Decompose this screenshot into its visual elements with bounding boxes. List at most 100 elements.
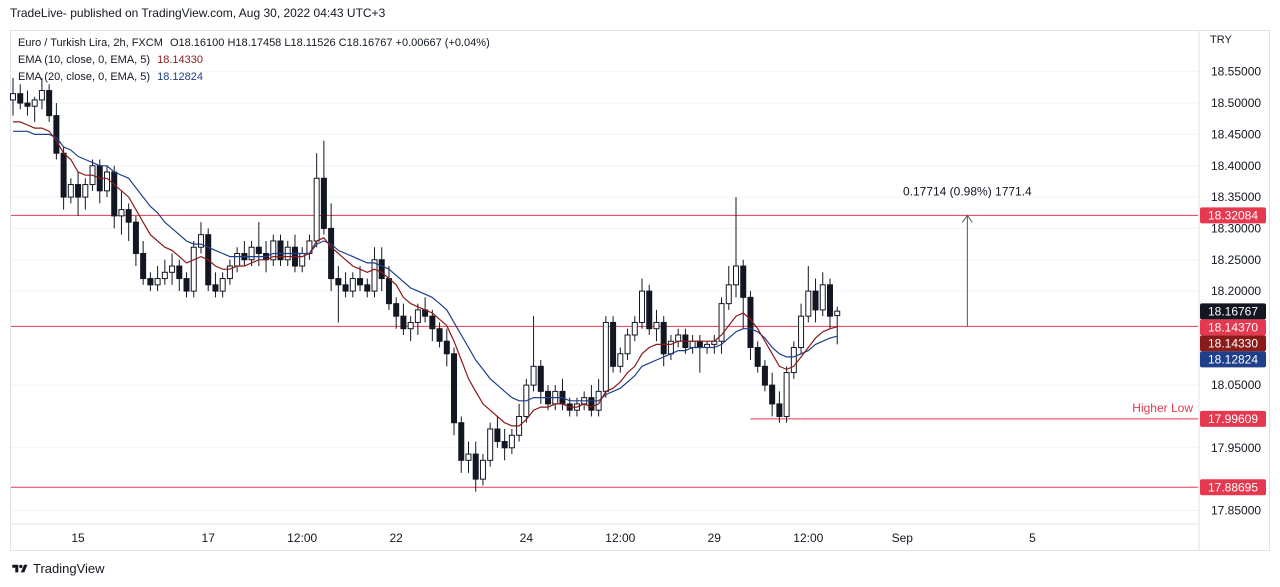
candle-body[interactable] bbox=[530, 365, 537, 386]
time-tick-label[interactable]: 15 bbox=[71, 531, 85, 545]
candle-body[interactable] bbox=[812, 290, 819, 311]
price-tag[interactable] bbox=[1200, 335, 1266, 352]
candle-body[interactable] bbox=[357, 278, 364, 286]
time-tick-label[interactable]: 12:00 bbox=[605, 531, 635, 545]
currency-label[interactable]: TRY bbox=[1210, 34, 1232, 46]
price-tag[interactable] bbox=[1200, 303, 1266, 320]
candle-body[interactable] bbox=[508, 434, 515, 449]
candle-body[interactable] bbox=[234, 252, 241, 267]
candle-body[interactable] bbox=[443, 340, 450, 355]
candle-body[interactable] bbox=[610, 321, 617, 367]
candle-body[interactable] bbox=[805, 290, 812, 317]
candle-body[interactable] bbox=[733, 265, 739, 286]
time-tick-label[interactable]: 29 bbox=[708, 531, 722, 545]
candle-body[interactable] bbox=[696, 340, 703, 349]
candle-body[interactable] bbox=[183, 278, 190, 292]
candle-body[interactable] bbox=[75, 184, 82, 198]
candle-body[interactable] bbox=[24, 102, 31, 107]
candle-body[interactable] bbox=[465, 453, 472, 461]
candle-body[interactable] bbox=[494, 428, 501, 443]
time-tick-label[interactable]: 24 bbox=[520, 531, 534, 545]
candle-body[interactable] bbox=[17, 93, 24, 104]
legend-ema20-row[interactable]: EMA (20, close, 0, EMA, 5) 18.12824 bbox=[18, 69, 490, 86]
candle-body[interactable] bbox=[660, 321, 667, 355]
time-tick-label[interactable]: 5 bbox=[1029, 531, 1036, 545]
candle-body[interactable] bbox=[378, 259, 385, 280]
candle-body[interactable] bbox=[393, 303, 400, 317]
candle-body[interactable] bbox=[364, 284, 371, 292]
time-tick-label[interactable]: 12:00 bbox=[793, 531, 823, 545]
candle-body[interactable] bbox=[639, 290, 646, 323]
candle-body[interactable] bbox=[371, 259, 378, 292]
candle-body[interactable] bbox=[31, 99, 38, 107]
candle-body[interactable] bbox=[320, 177, 327, 229]
candle-body[interactable] bbox=[38, 90, 45, 101]
candle-body[interactable] bbox=[349, 278, 356, 292]
candle-body[interactable] bbox=[161, 271, 168, 280]
candle-body[interactable] bbox=[400, 315, 407, 330]
candle-body[interactable] bbox=[277, 240, 284, 261]
candle-body[interactable] bbox=[754, 347, 761, 367]
candle-body[interactable] bbox=[769, 384, 776, 405]
price-tag[interactable] bbox=[1200, 319, 1266, 336]
symbol-name[interactable]: Euro / Turkish Lira, 2h, FXCM bbox=[18, 37, 163, 49]
candle-body[interactable] bbox=[451, 353, 458, 424]
ema20-line[interactable] bbox=[13, 130, 838, 402]
candle-body[interactable] bbox=[501, 441, 508, 449]
candle-body[interactable] bbox=[67, 184, 74, 198]
candle-body[interactable] bbox=[487, 428, 494, 461]
price-tag[interactable] bbox=[1200, 207, 1266, 224]
candle-body[interactable] bbox=[140, 252, 147, 280]
candle-body[interactable] bbox=[689, 340, 696, 349]
candle-body[interactable] bbox=[631, 321, 638, 336]
legend-ema10-row[interactable]: EMA (10, close, 0, EMA, 5) 18.14330 bbox=[18, 52, 490, 69]
candle-body[interactable] bbox=[624, 334, 631, 355]
candle-body[interactable] bbox=[342, 284, 349, 292]
time-tick-label[interactable]: 12:00 bbox=[287, 531, 317, 545]
candle-body[interactable] bbox=[255, 246, 262, 254]
candle-body[interactable] bbox=[385, 278, 392, 305]
time-tick-label[interactable]: Sep bbox=[892, 531, 914, 545]
candle-body[interactable] bbox=[60, 152, 67, 198]
candle-body[interactable] bbox=[328, 227, 335, 280]
candle-body[interactable] bbox=[675, 334, 682, 342]
price-tag[interactable] bbox=[1200, 351, 1266, 368]
candle-body[interactable] bbox=[588, 397, 595, 411]
candle-body[interactable] bbox=[147, 278, 154, 286]
candle-body[interactable] bbox=[270, 240, 277, 261]
candle-body[interactable] bbox=[429, 315, 436, 330]
time-tick-label[interactable]: 17 bbox=[202, 531, 216, 545]
candle-body[interactable] bbox=[248, 246, 255, 261]
price-tag[interactable] bbox=[1200, 479, 1266, 496]
candle-body[interactable] bbox=[313, 177, 320, 242]
candle-body[interactable] bbox=[132, 221, 139, 254]
candle-body[interactable] bbox=[176, 265, 183, 280]
candle-body[interactable] bbox=[725, 284, 732, 305]
candle-body[interactable] bbox=[826, 284, 833, 317]
candle-body[interactable] bbox=[718, 303, 725, 342]
candle-body[interactable] bbox=[82, 184, 89, 198]
candle-body[interactable] bbox=[10, 93, 16, 101]
candle-body[interactable] bbox=[414, 309, 421, 323]
candle-body[interactable] bbox=[407, 321, 414, 330]
candle-body[interactable] bbox=[190, 246, 197, 292]
candle-body[interactable] bbox=[212, 284, 219, 292]
candle-body[interactable] bbox=[537, 365, 544, 392]
candle-body[interactable] bbox=[197, 234, 204, 248]
candle-body[interactable] bbox=[761, 365, 768, 386]
candle-body[interactable] bbox=[169, 265, 176, 273]
footer-brand[interactable]: TradingView bbox=[12, 561, 105, 576]
candle-body[interactable] bbox=[458, 422, 465, 461]
candle-body[interactable] bbox=[154, 278, 161, 286]
candle-body[interactable] bbox=[798, 315, 805, 349]
candle-body[interactable] bbox=[472, 453, 479, 480]
price-tag[interactable] bbox=[1200, 410, 1266, 427]
candle-body[interactable] bbox=[783, 372, 790, 417]
candle-body[interactable] bbox=[226, 265, 233, 280]
candle-body[interactable] bbox=[653, 321, 660, 330]
candle-body[interactable] bbox=[834, 310, 841, 317]
candle-body[interactable] bbox=[776, 403, 783, 417]
candle-body[interactable] bbox=[790, 347, 797, 374]
candle-body[interactable] bbox=[819, 284, 826, 311]
